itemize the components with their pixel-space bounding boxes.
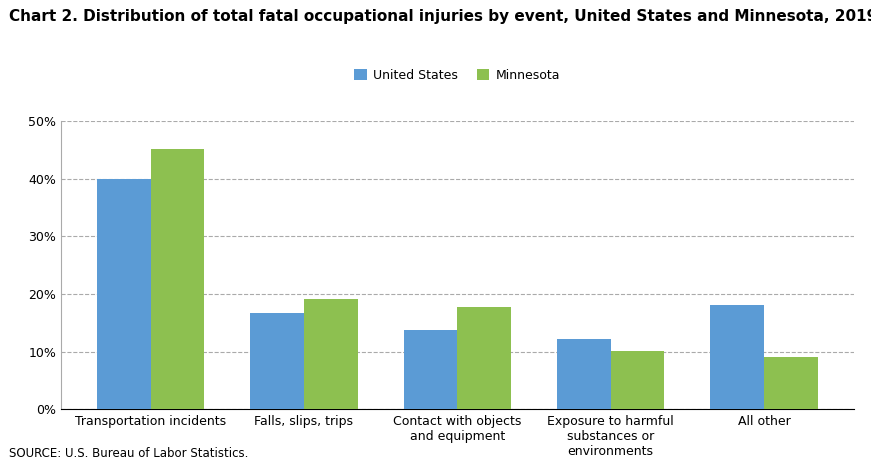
Bar [97,179,151,409]
Bar [764,357,818,409]
Bar [403,330,457,409]
Bar [151,149,205,409]
Bar [710,305,764,409]
Text: SOURCE: U.S. Bureau of Labor Statistics.: SOURCE: U.S. Bureau of Labor Statistics. [9,447,248,460]
Text: Chart 2. Distribution of total fatal occupational injuries by event, United Stat: Chart 2. Distribution of total fatal occ… [9,9,871,24]
Bar [557,339,611,409]
Bar [304,299,358,409]
Legend: United States, Minnesota: United States, Minnesota [349,64,565,87]
Bar [611,351,665,409]
Bar [457,307,511,409]
Bar [250,313,304,409]
